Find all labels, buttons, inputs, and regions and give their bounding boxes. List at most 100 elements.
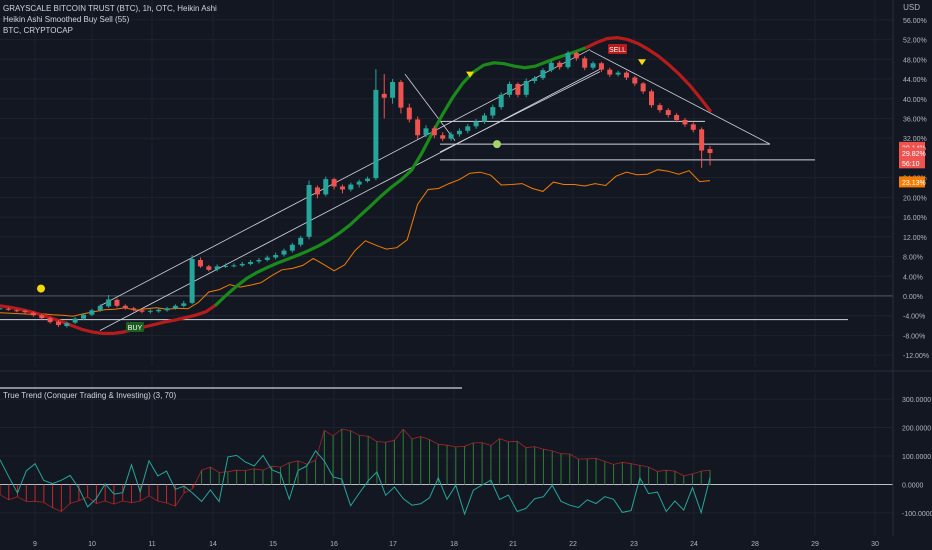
compare-legend[interactable]: BTC, CRYPTOCAP <box>3 26 73 35</box>
price-tag-label: 56:10 <box>902 161 920 168</box>
price-tag-label: 29.82% <box>902 151 926 158</box>
candle-body <box>131 308 137 310</box>
candle-body <box>348 184 354 190</box>
smoothed-line-down <box>584 35 712 113</box>
candle-body <box>122 305 128 309</box>
y-tick-label: 0.00% <box>903 294 923 301</box>
candle-body <box>248 261 254 264</box>
price-tag-box <box>899 176 925 188</box>
histogram-envelope <box>0 428 711 512</box>
candle-body <box>540 70 546 79</box>
candle-body <box>164 308 170 311</box>
osc-y-tick-label: 100.0000 <box>902 454 931 461</box>
y-tick-label: -4.00% <box>903 314 925 321</box>
candle-body <box>490 107 496 116</box>
oscillator-legend[interactable]: True Trend (Conquer Trading & Investing)… <box>3 391 177 400</box>
price-tag-box <box>899 141 925 153</box>
candle-body <box>147 310 153 312</box>
price-pane[interactable]: SELL BUY <box>0 0 893 367</box>
x-tick-label: 9 <box>33 541 37 548</box>
candle-body <box>481 115 487 122</box>
symbol-title[interactable]: GRAYSCALE BITCOIN TRUST (BTC), 1h, OTC, … <box>3 4 217 13</box>
x-tick-label: 28 <box>751 541 759 548</box>
x-tick-label: 11 <box>148 541 155 548</box>
candle-body <box>565 52 571 68</box>
candle-body <box>55 321 61 326</box>
sell-marker-box <box>608 44 627 54</box>
price-tag-box <box>899 157 925 169</box>
x-tick-label: 18 <box>450 541 458 548</box>
candle-body <box>598 63 604 70</box>
candle-body <box>256 259 262 262</box>
candle-body <box>582 58 588 68</box>
candle-body <box>356 181 362 185</box>
candle-body <box>456 130 462 135</box>
x-tick-label: 17 <box>389 541 397 548</box>
y-tick-label: 56.00% <box>903 18 927 25</box>
candle-body <box>239 263 245 266</box>
candle-body <box>381 93 387 98</box>
candle-body <box>281 250 287 255</box>
y-tick-label: 40.00% <box>903 97 927 104</box>
candle-body <box>523 81 529 95</box>
candle-body <box>699 129 705 151</box>
y-tick-label: -12.00% <box>903 353 929 360</box>
sell-marker: SELL <box>608 44 627 54</box>
candle-body <box>273 255 279 258</box>
x-tick-label: 15 <box>269 541 277 548</box>
candle-body <box>206 266 212 270</box>
y-tick-label: 44.00% <box>903 77 927 84</box>
x-tick-label: 10 <box>88 541 96 548</box>
candle-body <box>156 309 162 312</box>
buy-marker-box <box>126 322 144 332</box>
y-tick-label: 36.00% <box>903 116 927 123</box>
candle-body <box>30 312 36 316</box>
oscillator-pane[interactable] <box>0 374 893 536</box>
x-tick-label: 23 <box>630 541 638 548</box>
x-tick-label: 22 <box>569 541 577 548</box>
candle-body <box>590 63 596 68</box>
indicator-legend[interactable]: Heikin Ashi Smoothed Buy Sell (55) <box>3 15 130 24</box>
candle-body <box>623 72 629 78</box>
candle-body <box>298 237 304 245</box>
candle-body <box>47 318 53 323</box>
candle-body <box>448 134 454 139</box>
candle-body <box>498 94 504 108</box>
osc-y-tick-label: 300.0000 <box>902 397 931 404</box>
candle-body <box>615 72 621 75</box>
y-tick-label: 20.00% <box>903 195 927 202</box>
candle-body <box>373 89 379 179</box>
candle-body <box>707 149 713 153</box>
candle-body <box>674 115 680 120</box>
smoothed-line-down <box>0 303 218 335</box>
x-tick-label: 24 <box>690 541 698 548</box>
osc-y-tick-label: 200.0000 <box>902 426 931 433</box>
candle-body <box>390 81 396 98</box>
candle-body <box>81 314 87 319</box>
candle-body <box>339 186 345 190</box>
y-tick-label: 48.00% <box>903 57 927 64</box>
price-tag-label: 23.13% <box>902 180 926 187</box>
oscillator-line <box>0 450 711 516</box>
trend-line <box>439 71 601 153</box>
candle-body <box>640 83 646 92</box>
green-dot-marker <box>493 140 501 149</box>
candle-body <box>649 91 655 106</box>
candle-body <box>406 107 412 120</box>
candle-body <box>607 69 613 75</box>
candle-body <box>548 62 554 71</box>
y-tick-label: -8.00% <box>903 333 925 340</box>
candle-body <box>423 128 429 136</box>
currency-label: USD <box>903 3 920 12</box>
candle-body <box>64 323 70 327</box>
candle-body <box>189 258 195 303</box>
candle-body <box>106 299 112 307</box>
candle-body <box>172 305 178 309</box>
y-tick-label: 16.00% <box>903 215 927 222</box>
candle-body <box>197 259 203 267</box>
osc-y-tick-label: -100.0000 <box>902 511 932 518</box>
osc-y-tick-label: 0.0000 <box>902 482 924 489</box>
candle-body <box>507 83 513 95</box>
candle-body <box>690 124 696 130</box>
